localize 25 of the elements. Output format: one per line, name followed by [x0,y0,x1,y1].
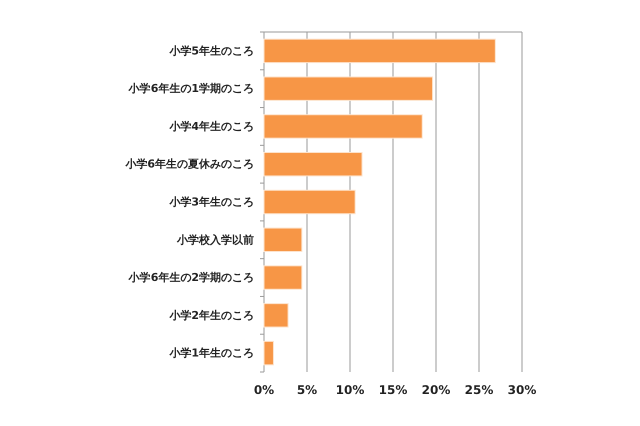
bar [264,303,289,328]
y-tick-label: 小学1年生のころ [168,346,254,360]
y-tick-label: 小学6年生の1学期のころ [128,82,254,96]
y-tick-label: 小学6年生の夏休みのころ [124,158,254,171]
x-tick-label: 0% [254,383,274,397]
bar [264,190,356,214]
bar [264,152,363,176]
y-tick-label: 小学6年生の2学期のころ [128,271,254,284]
bar [264,340,274,366]
y-tick-label: 小学4年生のころ [168,120,254,133]
y-tick-label: 小学5年生のころ [168,44,254,58]
x-tick-label: 10% [336,383,364,397]
x-tick-label: 25% [464,383,494,397]
y-tick-label: 小学校入学以前 [176,233,254,246]
x-tick-label: 5% [296,383,318,397]
x-tick-label: 30% [508,383,536,397]
bar [264,76,434,101]
bar [264,38,496,64]
bar [264,114,423,139]
bar [264,265,302,290]
x-tick-label: 15% [378,383,408,397]
y-tick-label: 小学3年生のころ [168,196,254,208]
y-tick-label: 小学2年生のころ [168,308,254,322]
x-tick-label: 20% [422,383,450,397]
bar [264,228,302,252]
